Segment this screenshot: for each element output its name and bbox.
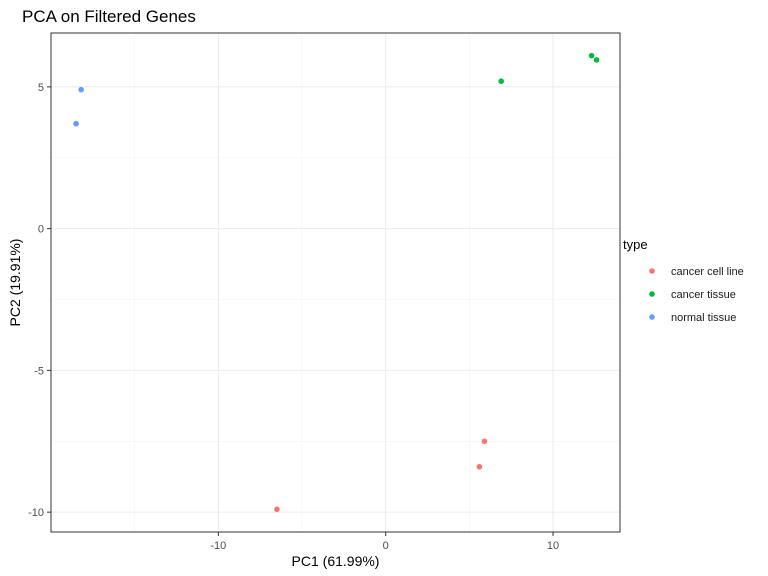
data-point [274,506,280,513]
x-tick-label: -10 [210,540,226,552]
x-tick-label: 10 [547,540,559,552]
data-point [78,86,84,93]
legend: type cancer cell line cancer tissue normal… [623,237,744,324]
legend-key [649,291,655,297]
y-tick-label: -10 [28,507,44,519]
y-tick-label: -5 [34,365,44,377]
legend-items: cancer cell line cancer tissue normal tiss… [649,266,744,324]
grid-lines [51,33,620,532]
y-axis-title: PC2 (19.91%) [7,239,23,327]
data-point [588,52,595,59]
legend-label: normal tissue [671,312,736,324]
legend-label: cancer cell line [671,266,744,278]
y-tick-label: 5 [38,82,44,94]
chart-title: PCA on Filtered Genes [22,7,196,26]
data-point [481,438,488,445]
data-point [476,463,483,470]
legend-title: type [623,237,648,252]
legend-label: cancer tissue [671,289,736,301]
legend-key [649,314,655,320]
x-tick-label: 0 [383,540,389,552]
data-point [73,120,79,127]
data-point [593,57,600,63]
plot-panel [50,32,621,533]
y-tick-label: 0 [38,224,44,236]
axis-ticks: -10 0 10 -10 -5 0 5 [28,82,559,552]
legend-key [649,268,655,274]
x-axis-title: PC1 (61.99%) [292,553,380,569]
data-points [73,52,600,513]
data-point [498,78,504,84]
